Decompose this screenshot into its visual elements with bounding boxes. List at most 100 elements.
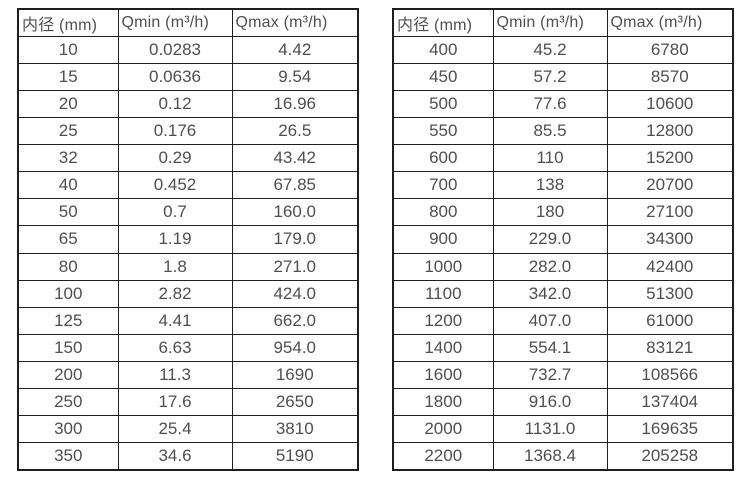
table-row: 200 11.3 1690 bbox=[17, 360, 359, 390]
qmax-cell: 179.0 bbox=[231, 225, 359, 254]
qmax-cell: 8570 bbox=[606, 62, 734, 91]
qmax-cell: 662.0 bbox=[231, 306, 359, 335]
qmin-cell: 11.3 bbox=[117, 360, 233, 390]
qmax-cell: 4.42 bbox=[231, 35, 359, 64]
qmin-cell: 2.82 bbox=[117, 279, 233, 308]
diameter-cell: 200 bbox=[17, 360, 119, 390]
qmax-cell: 15200 bbox=[606, 143, 734, 173]
qmax-cell: 51300 bbox=[606, 279, 734, 308]
diameter-cell: 900 bbox=[392, 225, 494, 254]
qmax-cell: 61000 bbox=[606, 306, 734, 335]
qmax-cell: 20700 bbox=[606, 171, 734, 200]
qmax-cell: 26.5 bbox=[231, 116, 359, 146]
diameter-cell: 250 bbox=[17, 388, 119, 417]
diameter-cell: 400 bbox=[392, 35, 494, 64]
qmin-cell: 77.6 bbox=[492, 89, 608, 118]
header-row: 内径 (mm) Qmin (m³/h) Qmax (m³/h) bbox=[392, 8, 734, 37]
qmin-cell: 1.8 bbox=[117, 252, 233, 281]
diameter-cell: 65 bbox=[17, 225, 119, 254]
qmax-cell: 2650 bbox=[231, 388, 359, 417]
qmin-cell: 554.1 bbox=[492, 333, 608, 363]
qmax-cell: 1690 bbox=[231, 360, 359, 390]
table-row: 2200 1368.4 205258 bbox=[392, 442, 734, 471]
table-row: 20 0.12 16.96 bbox=[17, 89, 359, 118]
diameter-cell: 20 bbox=[17, 89, 119, 118]
qmin-cell: 342.0 bbox=[492, 279, 608, 308]
qmax-cell: 954.0 bbox=[231, 333, 359, 363]
qmax-cell: 9.54 bbox=[231, 62, 359, 91]
table-row: 1400 554.1 83121 bbox=[392, 333, 734, 363]
header-qmin: Qmin (m³/h) bbox=[117, 8, 233, 37]
diameter-cell: 50 bbox=[17, 198, 119, 227]
table-row: 15 0.0636 9.54 bbox=[17, 62, 359, 91]
diameter-cell: 550 bbox=[392, 116, 494, 146]
qmin-cell: 0.12 bbox=[117, 89, 233, 118]
diameter-cell: 500 bbox=[392, 89, 494, 118]
header-diameter: 内径 (mm) bbox=[392, 8, 494, 37]
qmax-cell: 16.96 bbox=[231, 89, 359, 118]
header-diameter: 内径 (mm) bbox=[17, 8, 119, 37]
qmin-cell: 0.452 bbox=[117, 171, 233, 200]
qmax-cell: 34300 bbox=[606, 225, 734, 254]
qmax-cell: 27100 bbox=[606, 198, 734, 227]
table-row: 40 0.452 67.85 bbox=[17, 171, 359, 200]
table-row: 1100 342.0 51300 bbox=[392, 279, 734, 308]
table-row: 1200 407.0 61000 bbox=[392, 306, 734, 335]
qmax-cell: 271.0 bbox=[231, 252, 359, 281]
qmin-cell: 180 bbox=[492, 198, 608, 227]
qmin-cell: 0.7 bbox=[117, 198, 233, 227]
table-row: 300 25.4 3810 bbox=[17, 415, 359, 444]
qmin-cell: 0.0636 bbox=[117, 62, 233, 91]
table-row: 150 6.63 954.0 bbox=[17, 333, 359, 363]
diameter-cell: 80 bbox=[17, 252, 119, 281]
qmax-cell: 83121 bbox=[606, 333, 734, 363]
qmin-cell: 0.0283 bbox=[117, 35, 233, 64]
qmin-cell: 732.7 bbox=[492, 360, 608, 390]
table-row: 50 0.7 160.0 bbox=[17, 198, 359, 227]
qmax-cell: 424.0 bbox=[231, 279, 359, 308]
qmin-cell: 25.4 bbox=[117, 415, 233, 444]
qmin-cell: 1.19 bbox=[117, 225, 233, 254]
diameter-cell: 125 bbox=[17, 306, 119, 335]
diameter-cell: 32 bbox=[17, 143, 119, 173]
qmax-cell: 160.0 bbox=[231, 198, 359, 227]
header-qmax: Qmax (m³/h) bbox=[606, 8, 734, 37]
qmin-cell: 407.0 bbox=[492, 306, 608, 335]
qmax-cell: 67.85 bbox=[231, 171, 359, 200]
qmin-cell: 138 bbox=[492, 171, 608, 200]
qmin-cell: 57.2 bbox=[492, 62, 608, 91]
diameter-cell: 2200 bbox=[392, 442, 494, 471]
qmin-cell: 0.176 bbox=[117, 116, 233, 146]
diameter-cell: 1100 bbox=[392, 279, 494, 308]
table-row: 450 57.2 8570 bbox=[392, 62, 734, 91]
diameter-cell: 100 bbox=[17, 279, 119, 308]
qmin-cell: 85.5 bbox=[492, 116, 608, 146]
diameter-cell: 1400 bbox=[392, 333, 494, 363]
qmin-cell: 1131.0 bbox=[492, 415, 608, 444]
header-qmax: Qmax (m³/h) bbox=[231, 8, 359, 37]
diameter-cell: 1800 bbox=[392, 388, 494, 417]
table-row: 10 0.0283 4.42 bbox=[17, 35, 359, 64]
table-row: 32 0.29 43.42 bbox=[17, 143, 359, 173]
qmax-cell: 6780 bbox=[606, 35, 734, 64]
qmax-cell: 169635 bbox=[606, 415, 734, 444]
qmin-cell: 282.0 bbox=[492, 252, 608, 281]
header-qmin: Qmin (m³/h) bbox=[492, 8, 608, 37]
qmax-cell: 205258 bbox=[606, 442, 734, 471]
qmax-cell: 43.42 bbox=[231, 143, 359, 173]
qmin-cell: 34.6 bbox=[117, 442, 233, 471]
qmin-cell: 0.29 bbox=[117, 143, 233, 173]
diameter-cell: 2000 bbox=[392, 415, 494, 444]
table-row: 80 1.8 271.0 bbox=[17, 252, 359, 281]
table-row: 900 229.0 34300 bbox=[392, 225, 734, 254]
diameter-cell: 150 bbox=[17, 333, 119, 363]
header-row: 内径 (mm) Qmin (m³/h) Qmax (m³/h) bbox=[17, 8, 359, 37]
qmin-cell: 6.63 bbox=[117, 333, 233, 363]
table-row: 700 138 20700 bbox=[392, 171, 734, 200]
table-row: 65 1.19 179.0 bbox=[17, 225, 359, 254]
flow-rate-table-large-diameters: 内径 (mm) Qmin (m³/h) Qmax (m³/h) 400 45.2… bbox=[392, 8, 734, 471]
table-row: 1800 916.0 137404 bbox=[392, 388, 734, 417]
table-row: 2000 1131.0 169635 bbox=[392, 415, 734, 444]
table-row: 1000 282.0 42400 bbox=[392, 252, 734, 281]
